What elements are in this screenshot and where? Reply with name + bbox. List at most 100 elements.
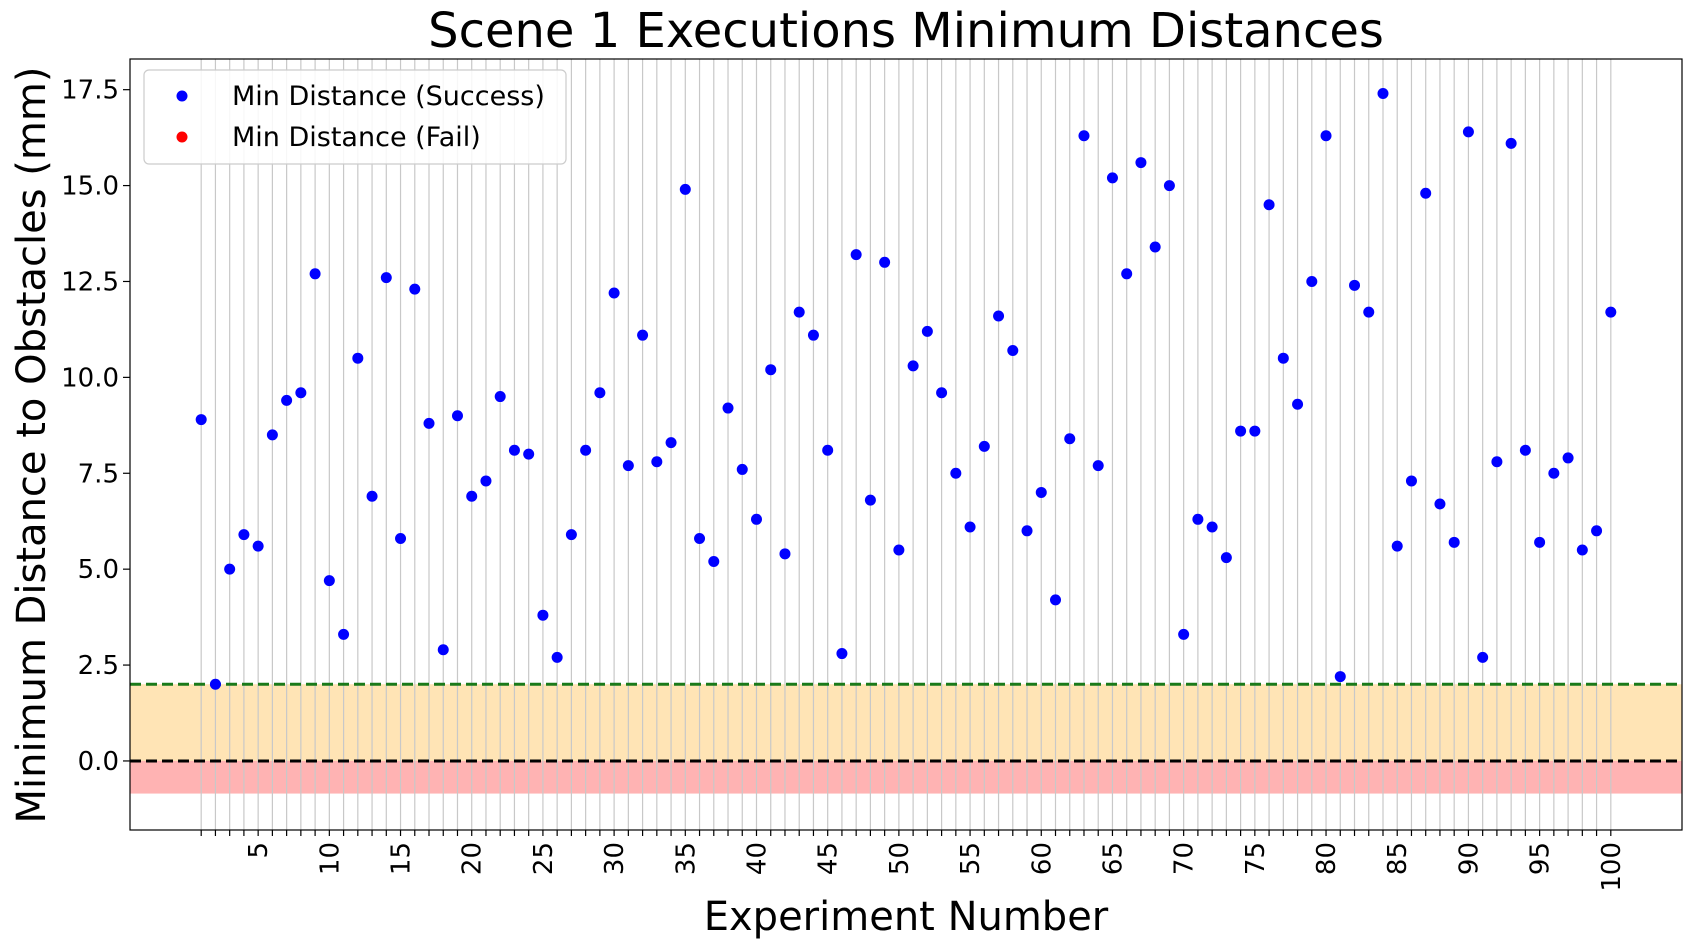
data-point [722,402,734,414]
legend-entry-success: Min Distance (Success) [232,81,545,112]
data-point [1576,544,1588,556]
x-tick-label: 65 [1098,842,1128,875]
data-point [978,440,990,452]
x-tick-label: 95 [1526,842,1556,875]
data-point [1206,521,1218,533]
legend-entry-fail: Min Distance (Fail) [232,122,481,153]
data-point [1491,456,1503,468]
y-tick-label: 2.5 [78,651,119,681]
grid [200,59,1612,830]
data-point [1078,130,1090,142]
data-point [1220,552,1232,564]
data-point [252,540,264,552]
data-point [437,644,449,656]
x-tick-label: 15 [387,842,417,875]
data-point [1035,486,1047,498]
x-tick-label: 45 [814,842,844,875]
data-point [266,429,278,441]
data-point [765,364,777,376]
data-point [1163,180,1175,192]
data-point [508,444,520,456]
x-tick-label: 100 [1597,842,1627,892]
data-point [964,521,976,533]
data-point [380,272,392,284]
data-point [864,494,876,506]
bands [130,684,1682,794]
data-point [1249,425,1261,437]
data-point [879,256,891,268]
x-tick-label: 80 [1312,842,1342,875]
chart-title: Scene 1 Executions Minimum Distances [428,3,1384,59]
data-point [195,414,207,426]
legend-marker-fail [176,131,188,143]
x-tick-label: 30 [600,842,630,875]
data-point [750,513,762,525]
data-point [338,628,350,640]
data-point [224,563,236,575]
y-tick-label: 12.5 [61,267,119,297]
x-tick-label: 10 [315,842,345,875]
legend-box [143,69,567,165]
data-point [1562,452,1574,464]
data-point [1505,137,1517,149]
data-point [537,609,549,621]
x-axis: 5 10 15 20 25 30 35 40 45 50 55 60 65 70 75 80 85 90 95 100 [200,830,1627,892]
data-point [323,575,335,587]
data-point [466,490,478,502]
data-point [1391,540,1403,552]
data-point [594,387,606,399]
data-point [950,467,962,479]
data-point [708,555,720,567]
data-point [694,532,706,544]
data-point [1064,433,1076,445]
data-point [451,410,463,422]
data-point [551,651,563,663]
x-tick-label: 20 [458,842,488,875]
x-tick-label: 85 [1383,842,1413,875]
plot-frame [129,58,1683,831]
data-point [779,548,791,560]
data-point [1277,352,1289,364]
y-tick-label: 10.0 [61,363,119,393]
data-point [238,529,250,541]
data-point [622,460,634,472]
x-tick-label: 60 [1027,842,1057,875]
data-point [637,329,649,341]
data-point [807,329,819,341]
data-points [195,88,1617,690]
data-point [1519,444,1531,456]
data-point [1405,475,1417,487]
x-axis-label: Experiment Number [704,894,1109,940]
y-tick-label: 15.0 [61,172,119,202]
data-point [565,529,577,541]
data-point [1292,398,1304,410]
y-tick-label: 5.0 [78,555,119,585]
data-point [993,310,1005,322]
data-point [850,249,862,261]
x-tick-label: 75 [1241,842,1271,875]
data-point [1548,467,1560,479]
data-point [836,648,848,660]
data-point [494,391,506,403]
data-point [366,490,378,502]
data-point [651,456,663,468]
plot-area [129,58,1683,831]
data-point [1591,525,1603,537]
data-point [580,444,592,456]
data-point [295,387,307,399]
x-tick-label: 50 [885,842,915,875]
data-point [523,448,535,460]
data-point [1477,651,1489,663]
data-point [480,475,492,487]
data-point [822,444,834,456]
data-point [395,532,407,544]
y-tick-label: 7.5 [78,459,119,489]
data-point [679,183,691,195]
data-point [1377,88,1389,100]
x-tick-label: 5 [244,842,274,859]
data-point [309,268,321,280]
data-point [209,678,221,690]
data-point [793,306,805,318]
data-point [736,463,748,475]
